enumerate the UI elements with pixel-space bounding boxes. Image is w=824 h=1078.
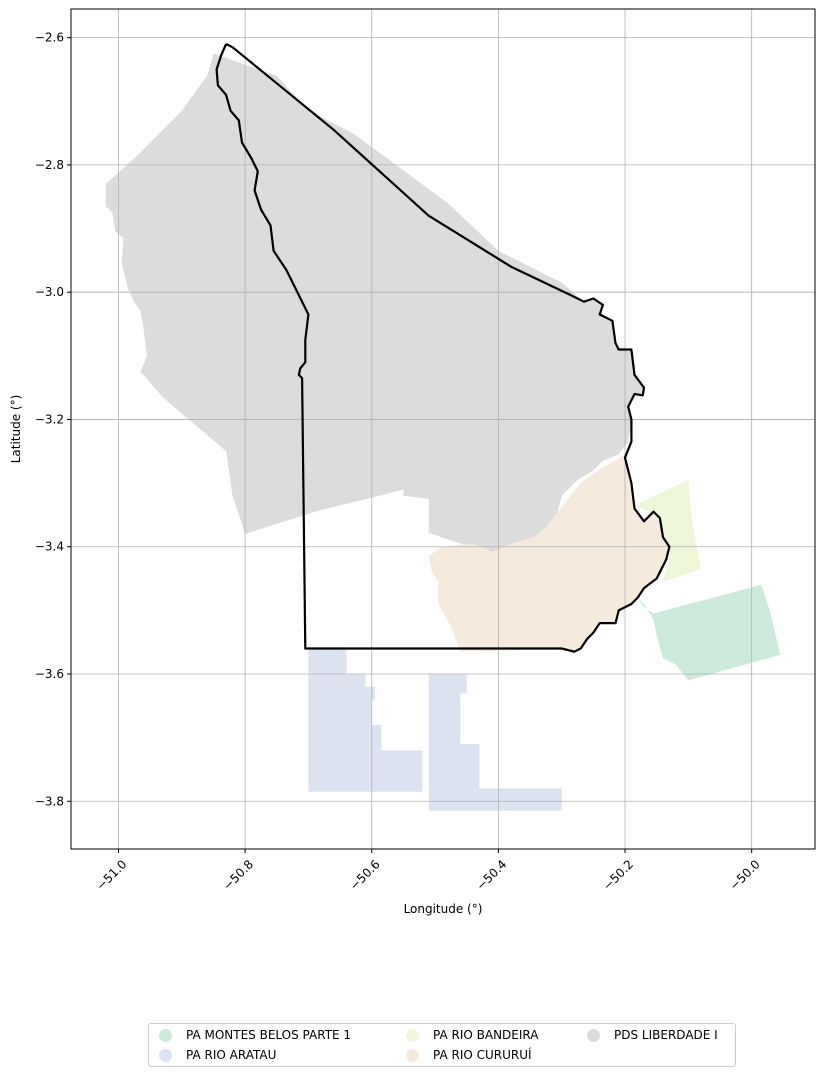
legend-label: PDS LIBERDADE I: [614, 1028, 718, 1042]
area-pa-rio-bandeira: [634, 479, 701, 582]
legend-label: PA RIO CURURUÍ: [433, 1048, 532, 1062]
y-axis-label: Latitude (°): [9, 395, 23, 464]
x-tick-label: −50.8: [220, 857, 256, 893]
area-pds-liberdade-i: [105, 53, 645, 554]
legend-item-montes-belos: PA MONTES BELOS PARTE 1: [159, 1028, 351, 1042]
x-axis-label: Longitude (°): [404, 902, 483, 916]
area-pa-rio-aratau: [308, 648, 423, 792]
legend-marker: [587, 1028, 600, 1042]
y-tick-label: −2.8: [35, 158, 64, 172]
legend-label: PA RIO BANDEIRA: [433, 1028, 539, 1042]
x-tick-label: −50.4: [474, 857, 510, 893]
legend-marker: [406, 1048, 419, 1062]
y-tick-label: −3.6: [35, 667, 64, 681]
legend-item-rio-aratau: PA RIO ARATAU: [159, 1048, 276, 1062]
legend-item-pds-liberdade: PDS LIBERDADE I: [587, 1028, 718, 1042]
legend-item-rio-bandeira: PA RIO BANDEIRA: [406, 1028, 538, 1042]
y-axis-ticks: −2.6 −2.8 −3.0 −3.2 −3.4 −3.6 −3.8: [35, 31, 71, 808]
study-area-boundary: [215, 43, 671, 653]
y-tick-label: −3.0: [35, 285, 64, 299]
legend-item-rio-cururui: PA RIO CURURUÍ: [406, 1048, 532, 1062]
legend-marker: [159, 1048, 172, 1062]
legend: PA MONTES BELOS PARTE 1 PA RIO ARATAU PA…: [148, 1023, 736, 1067]
legend-marker: [159, 1028, 172, 1042]
area-pa-rio-aratau: [428, 674, 562, 811]
x-tick-label: −50.0: [727, 857, 763, 893]
legend-label: PA MONTES BELOS PARTE 1: [186, 1028, 352, 1042]
area-pa-montes-belos-parte-1: [637, 584, 781, 681]
y-tick-label: −3.8: [35, 794, 64, 808]
x-tick-label: −50.6: [347, 857, 383, 893]
legend-label: PA RIO ARATAU: [186, 1048, 277, 1062]
legend-marker: [406, 1028, 419, 1042]
map-plot-area: [70, 8, 816, 850]
y-tick-label: −2.6: [35, 31, 64, 45]
plot-frame: [70, 8, 816, 850]
y-tick-label: −3.2: [35, 412, 64, 426]
area-pa-rio-cururu-: [428, 454, 670, 652]
y-tick-label: −3.4: [35, 540, 64, 554]
x-tick-label: −50.2: [600, 857, 636, 893]
x-axis-ticks: −51.0 −50.8 −50.6 −50.4 −50.2 −50.0: [94, 849, 763, 893]
x-tick-label: −51.0: [94, 857, 130, 893]
